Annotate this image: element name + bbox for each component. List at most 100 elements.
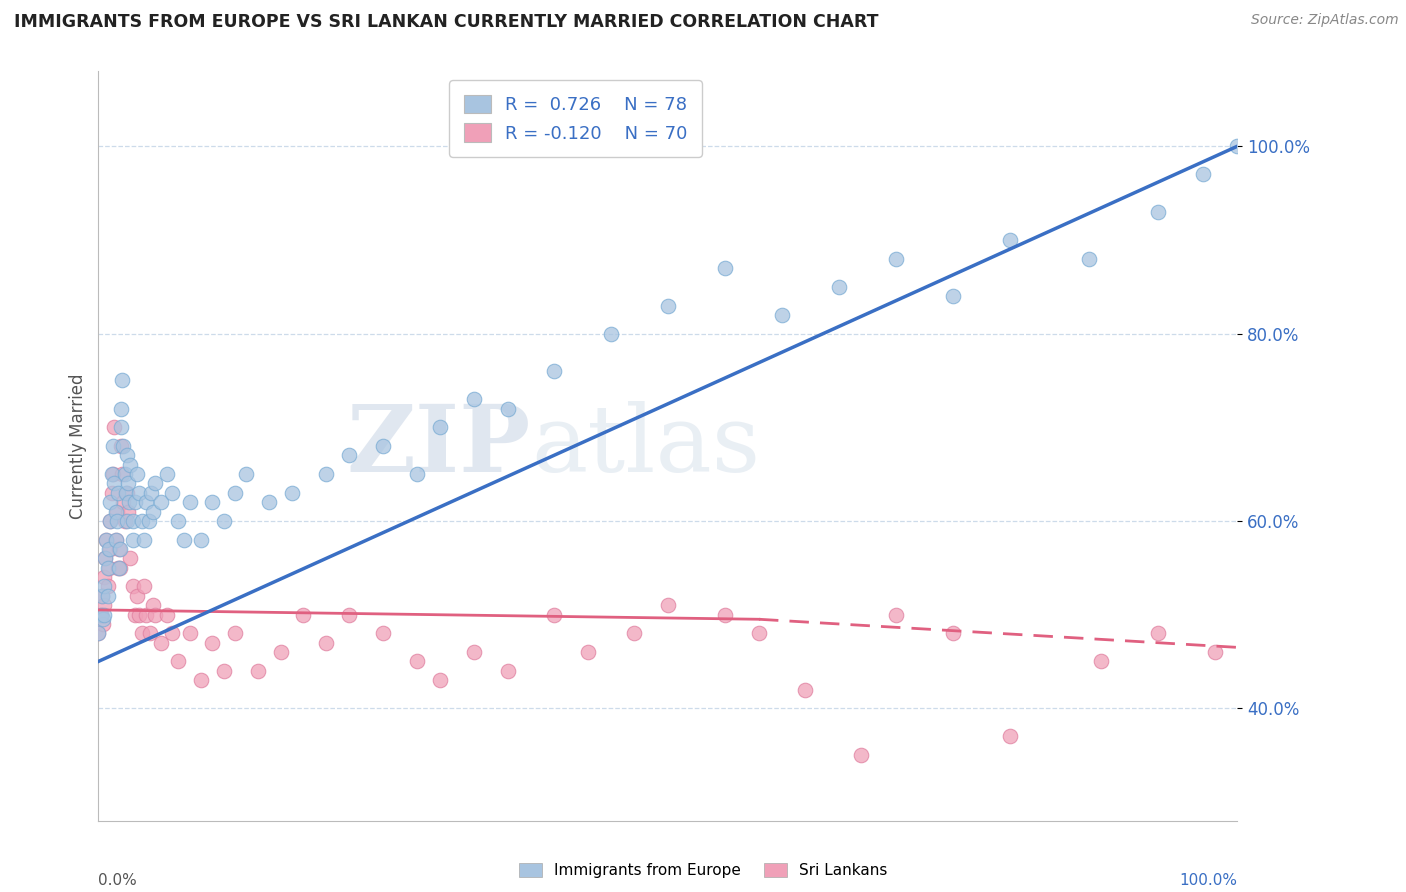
Point	[1192, 168, 1215, 182]
Point	[179, 626, 201, 640]
Point	[714, 261, 737, 276]
Point	[173, 533, 195, 547]
Point	[131, 514, 153, 528]
Point	[190, 533, 212, 547]
Point	[128, 485, 150, 500]
Point	[162, 485, 184, 500]
Point	[120, 551, 142, 566]
Point	[337, 607, 360, 622]
Point	[87, 626, 110, 640]
Point	[108, 542, 131, 557]
Point	[657, 299, 679, 313]
Point	[108, 542, 131, 557]
Point	[103, 420, 125, 434]
Point	[156, 467, 179, 482]
Point	[103, 476, 125, 491]
Point	[94, 551, 117, 566]
Point	[117, 476, 139, 491]
Point	[884, 252, 907, 266]
Point	[139, 485, 162, 500]
Point	[131, 626, 153, 640]
Point	[91, 617, 114, 632]
Point	[118, 495, 141, 509]
Point	[104, 505, 127, 519]
Point	[105, 514, 128, 528]
Legend: R =  0.726    N = 78, R = -0.120    N = 70: R = 0.726 N = 78, R = -0.120 N = 70	[449, 80, 702, 157]
Point	[1090, 655, 1112, 669]
Point	[212, 514, 235, 528]
Point	[111, 467, 134, 482]
Text: Source: ZipAtlas.com: Source: ZipAtlas.com	[1251, 13, 1399, 28]
Point	[93, 607, 115, 622]
Point	[98, 495, 121, 509]
Point	[998, 730, 1021, 744]
Point	[105, 505, 128, 519]
Point	[114, 514, 136, 528]
Point	[235, 467, 257, 482]
Point	[94, 551, 117, 566]
Point	[90, 589, 112, 603]
Point	[124, 607, 146, 622]
Point	[138, 514, 160, 528]
Point	[103, 439, 125, 453]
Point	[124, 495, 146, 509]
Point	[1204, 645, 1226, 659]
Point	[96, 589, 118, 603]
Point	[543, 364, 565, 378]
Text: ZIP: ZIP	[347, 401, 531, 491]
Point	[128, 607, 150, 622]
Point	[201, 636, 224, 650]
Point	[96, 533, 118, 547]
Point	[93, 570, 115, 584]
Point	[281, 485, 304, 500]
Point	[108, 561, 131, 575]
Point	[1146, 626, 1168, 640]
Text: atlas: atlas	[531, 401, 761, 491]
Point	[224, 485, 246, 500]
Point	[117, 505, 139, 519]
Point	[142, 505, 165, 519]
Text: 0.0%: 0.0%	[98, 873, 138, 888]
Point	[110, 420, 132, 434]
Point	[770, 308, 793, 322]
Point	[96, 533, 118, 547]
Point	[101, 467, 124, 482]
Point	[96, 580, 118, 594]
Point	[1078, 252, 1101, 266]
Point	[107, 485, 129, 500]
Point	[463, 645, 485, 659]
Point	[127, 589, 149, 603]
Point	[121, 580, 143, 594]
Point	[576, 645, 599, 659]
Point	[114, 485, 136, 500]
Point	[110, 439, 132, 453]
Point	[115, 514, 138, 528]
Point	[714, 607, 737, 622]
Point	[135, 495, 157, 509]
Point	[112, 439, 135, 453]
Point	[145, 607, 167, 622]
Point	[406, 467, 429, 482]
Point	[120, 458, 142, 472]
Point	[1226, 139, 1249, 153]
Point	[112, 495, 135, 509]
Y-axis label: Currently Married: Currently Married	[69, 373, 87, 519]
Point	[93, 580, 115, 594]
Point	[103, 467, 125, 482]
Point	[657, 599, 679, 613]
Point	[162, 626, 184, 640]
Legend: Immigrants from Europe, Sri Lankans: Immigrants from Europe, Sri Lankans	[513, 857, 893, 884]
Point	[97, 542, 120, 557]
Point	[121, 514, 143, 528]
Point	[884, 607, 907, 622]
Point	[96, 561, 118, 575]
Point	[623, 626, 645, 640]
Point	[371, 626, 394, 640]
Point	[90, 589, 112, 603]
Point	[150, 636, 173, 650]
Point	[190, 673, 212, 688]
Point	[145, 476, 167, 491]
Point	[337, 449, 360, 463]
Point	[167, 655, 190, 669]
Point	[90, 607, 112, 622]
